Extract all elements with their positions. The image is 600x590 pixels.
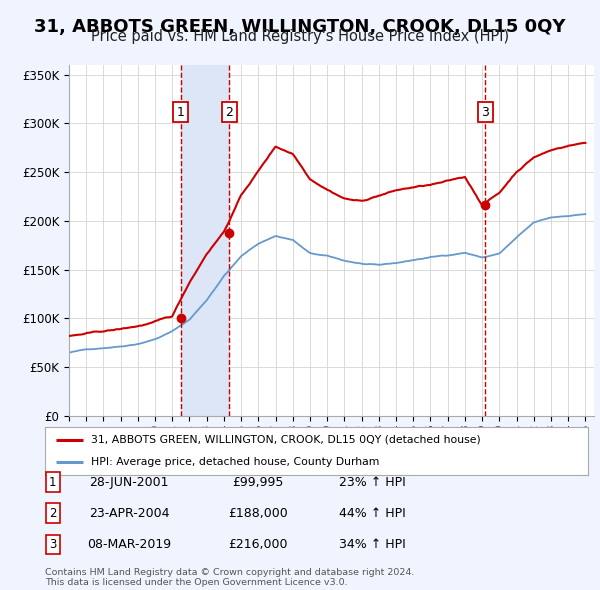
Text: 28-JUN-2001: 28-JUN-2001: [89, 476, 169, 489]
Text: 23-APR-2004: 23-APR-2004: [89, 507, 169, 520]
Text: £99,995: £99,995: [232, 476, 284, 489]
Text: This data is licensed under the Open Government Licence v3.0.: This data is licensed under the Open Gov…: [45, 578, 347, 587]
Text: 1: 1: [177, 106, 185, 119]
Text: Price paid vs. HM Land Registry's House Price Index (HPI): Price paid vs. HM Land Registry's House …: [91, 30, 509, 44]
Text: 31, ABBOTS GREEN, WILLINGTON, CROOK, DL15 0QY: 31, ABBOTS GREEN, WILLINGTON, CROOK, DL1…: [34, 18, 566, 36]
Text: 3: 3: [49, 538, 56, 551]
Text: £216,000: £216,000: [228, 538, 288, 551]
Text: 44% ↑ HPI: 44% ↑ HPI: [338, 507, 406, 520]
Text: 31, ABBOTS GREEN, WILLINGTON, CROOK, DL15 0QY (detached house): 31, ABBOTS GREEN, WILLINGTON, CROOK, DL1…: [91, 435, 481, 445]
Text: £188,000: £188,000: [228, 507, 288, 520]
Text: 2: 2: [49, 507, 56, 520]
Text: 23% ↑ HPI: 23% ↑ HPI: [338, 476, 406, 489]
Text: 3: 3: [481, 106, 489, 119]
Text: HPI: Average price, detached house, County Durham: HPI: Average price, detached house, Coun…: [91, 457, 380, 467]
Text: Contains HM Land Registry data © Crown copyright and database right 2024.: Contains HM Land Registry data © Crown c…: [45, 568, 415, 577]
Text: 2: 2: [226, 106, 233, 119]
Text: 34% ↑ HPI: 34% ↑ HPI: [338, 538, 406, 551]
Bar: [181, 65, 229, 416]
Text: 08-MAR-2019: 08-MAR-2019: [87, 538, 171, 551]
Text: 1: 1: [49, 476, 56, 489]
